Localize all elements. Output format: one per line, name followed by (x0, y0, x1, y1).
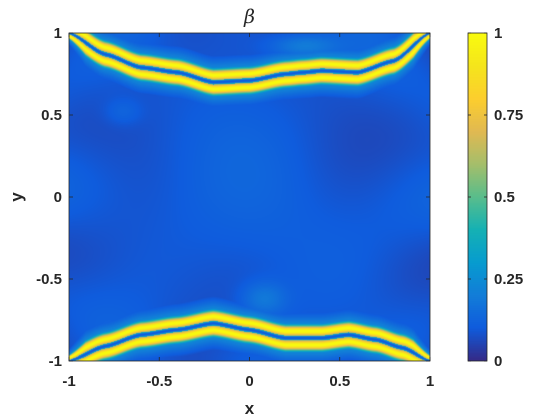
x-tick-label: 0 (245, 373, 253, 390)
chart-title: β (243, 6, 255, 28)
colorbar-gradient (468, 33, 487, 361)
colorbar-tick-label: 0 (494, 353, 502, 370)
x-tick-label: 0.5 (329, 373, 350, 390)
x-tick-label: -0.5 (146, 373, 172, 390)
colorbar-tick-label: 0.25 (494, 271, 523, 288)
colorbar-tick-label: 0.75 (494, 107, 523, 124)
y-tick-label: -1 (49, 353, 62, 370)
x-tick-label: -1 (62, 373, 75, 390)
y-tick-label: 1 (54, 25, 62, 42)
colorbar-tick-label: 1 (494, 25, 502, 42)
y-tick-label: -0.5 (36, 271, 62, 288)
colorbar-ticks: 0 0.25 0.5 0.75 1 (468, 25, 523, 370)
y-axis-label: y (7, 192, 26, 202)
x-axis-ticks: -1 -0.5 0 0.5 1 (62, 33, 434, 390)
y-tick-label: 0.5 (41, 107, 62, 124)
colorbar-tick-label: 0.5 (494, 189, 515, 206)
plot-axes-box (68, 32, 431, 362)
x-tick-label: 1 (426, 373, 434, 390)
heatmap-image (69, 33, 430, 361)
y-tick-label: 0 (54, 189, 62, 206)
y-axis-ticks: -1 -0.5 0 0.5 1 (36, 25, 430, 370)
x-axis-label: x (245, 399, 255, 418)
